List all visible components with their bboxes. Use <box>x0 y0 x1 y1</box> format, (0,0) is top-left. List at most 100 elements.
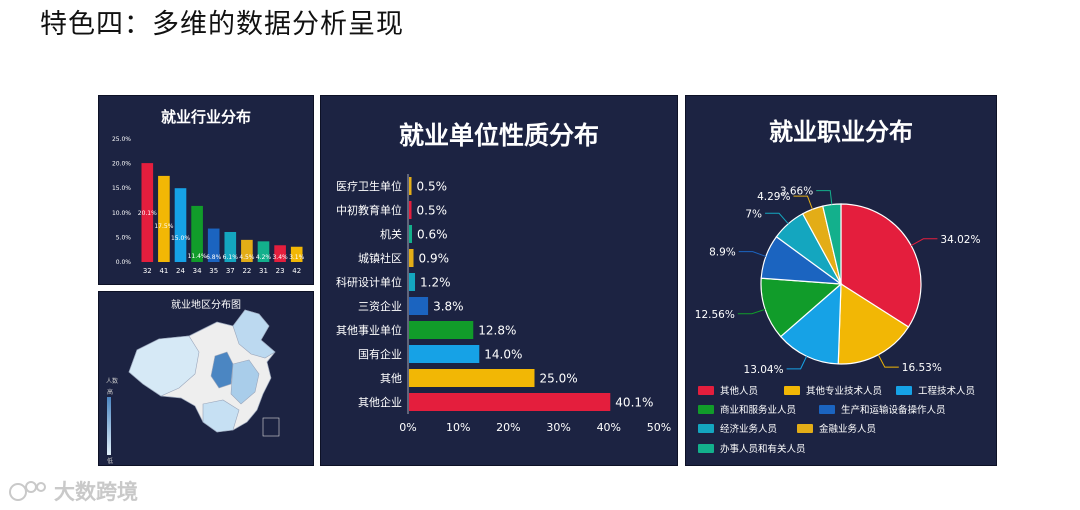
x-tick-label: 23 <box>276 267 285 275</box>
bar <box>409 273 416 291</box>
bar-data-label: 20.1% <box>138 210 157 217</box>
map-region-central <box>210 351 234 389</box>
bar <box>224 231 237 262</box>
unit-nature-chart-title: 就业单位性质分布 <box>398 121 599 150</box>
bar-data-label: 6.8% <box>206 254 222 261</box>
x-tick-label: 24 <box>176 267 185 275</box>
category-label: 国有企业 <box>358 347 402 361</box>
pie-data-label: 16.53% <box>902 362 942 374</box>
page-title: 特色四：多维的数据分析呈现 <box>40 9 404 40</box>
x-tick-label: 37 <box>226 267 235 275</box>
pie-leader-line <box>910 238 938 246</box>
y-tick-label: 0.0% <box>116 259 132 266</box>
bar <box>409 297 429 315</box>
watermark: 大数跨境 <box>8 476 138 506</box>
legend-label: 工程技术人员 <box>918 386 976 397</box>
legend-label: 经济业务人员 <box>720 424 778 435</box>
watermark-text: 大数跨境 <box>54 480 138 504</box>
bar-data-label: 3.8% <box>433 300 464 314</box>
map-legend-gradient <box>107 397 111 455</box>
legend-swatch <box>698 423 714 433</box>
bar-data-label: 14.0% <box>484 348 522 362</box>
bar <box>158 175 170 262</box>
y-tick-label: 15.0% <box>112 185 131 192</box>
category-label: 三资企业 <box>358 299 402 313</box>
y-tick-label: 5.0% <box>116 234 132 241</box>
china-map: 人数 高 低 <box>106 309 280 465</box>
x-tick-label: 10% <box>446 421 470 434</box>
category-label: 城镇社区 <box>358 251 402 265</box>
y-tick-label: 25.0% <box>112 136 131 143</box>
x-tick-label: 50% <box>647 421 671 434</box>
region-map-panel: 就业地区分布图 人数 高 低 <box>98 291 314 466</box>
pie-slice <box>837 282 910 365</box>
pie-data-label: 4.29% <box>757 191 790 203</box>
bar-data-label: 25.0% <box>540 372 578 386</box>
bar <box>241 239 253 262</box>
pie-leader-line <box>765 212 789 225</box>
occupation-chart-panel: 就业职业分布 34.02% 16.53% 13.04% 12.56% 8.9% 7% 4.2… <box>685 95 997 466</box>
y-tick-label: 10.0% <box>112 210 131 217</box>
bar-data-label: 0.5% <box>417 180 448 194</box>
legend-swatch <box>797 423 813 433</box>
pie-slice <box>822 203 842 285</box>
pie-data-label: 3.66% <box>780 186 813 198</box>
bar <box>409 321 474 339</box>
watermark-logo-icon <box>9 481 46 501</box>
legend-item: 经济业务人员 <box>698 421 777 435</box>
category-label: 其他事业单位 <box>336 323 402 337</box>
bar <box>207 228 220 262</box>
bar-data-label: 1.2% <box>420 276 451 290</box>
legend-label: 生产和运输设备操作人员 <box>841 405 946 416</box>
pie-leader-line <box>737 308 766 315</box>
bar <box>409 225 413 243</box>
legend-label: 办事人员和有关人员 <box>720 444 806 455</box>
pie-leader-line <box>738 251 767 257</box>
bar-data-label: 6.1% <box>223 254 239 261</box>
legend-label: 其他人员 <box>720 386 759 397</box>
legend-label: 其他专业技术人员 <box>806 386 883 397</box>
legend-item: 办事人员和有关人员 <box>698 441 806 455</box>
category-label: 中初教育单位 <box>336 203 402 217</box>
bar-data-label: 11.4% <box>188 253 207 260</box>
pie-data-label: 8.9% <box>709 247 736 259</box>
map-legend-low: 低 <box>107 457 113 465</box>
category-label: 科研设计单位 <box>336 275 402 289</box>
map-region-west <box>128 335 200 397</box>
bar-data-label: 3.1% <box>289 254 305 261</box>
legend-item: 其他专业技术人员 <box>784 383 882 397</box>
bar <box>409 345 480 363</box>
pie-slice <box>779 282 842 365</box>
unit-nature-chart-panel: 就业单位性质分布 医疗卫生单位 0.5% 中初教育单位 0.5% 机关 0.6% 城镇社区 0… <box>320 95 678 466</box>
industry-bar-chart: 0.0% 5.0% 10.0% 15.0% 20.0% 25.0% 20.1% 32 17.5%… <box>112 136 305 275</box>
pie-data-label: 7% <box>745 208 762 220</box>
legend-item: 商业和服务业人员 <box>698 402 796 416</box>
legend-label: 金融业务人员 <box>819 424 877 435</box>
bar <box>257 241 270 262</box>
bar-data-label: 17.5% <box>154 223 173 230</box>
bar-data-label: 40.1% <box>615 396 653 410</box>
category-label: 其他企业 <box>358 395 402 409</box>
bar <box>174 188 187 262</box>
map-region-south <box>202 399 240 433</box>
x-tick-label: 20% <box>496 421 520 434</box>
x-tick-label: 31 <box>259 267 268 275</box>
occupation-pie-chart: 34.02% 16.53% 13.04% 12.56% 8.9% 7% 4.29%3.66% <box>695 186 981 376</box>
legend-item: 金融业务人员 <box>797 421 876 435</box>
bar-data-label: 4.5% <box>239 254 255 261</box>
bar-data-label: 3.4% <box>272 254 288 261</box>
pie-slice <box>760 277 843 338</box>
x-tick-label: 0% <box>399 421 416 434</box>
bar <box>409 201 412 219</box>
legend-swatch <box>896 385 912 395</box>
x-tick-label: 35 <box>209 267 218 275</box>
map-region-north <box>232 309 276 359</box>
category-label: 其他 <box>380 372 402 385</box>
legend-label: 商业和服务业人员 <box>720 405 797 416</box>
bar-data-label: 12.8% <box>478 324 516 338</box>
pie-data-label: 12.56% <box>695 309 735 321</box>
pie-leader-line <box>793 195 813 210</box>
x-tick-label: 40% <box>597 421 621 434</box>
bar-data-label: 0.9% <box>419 252 450 266</box>
map-legend-high: 高 <box>107 388 113 396</box>
